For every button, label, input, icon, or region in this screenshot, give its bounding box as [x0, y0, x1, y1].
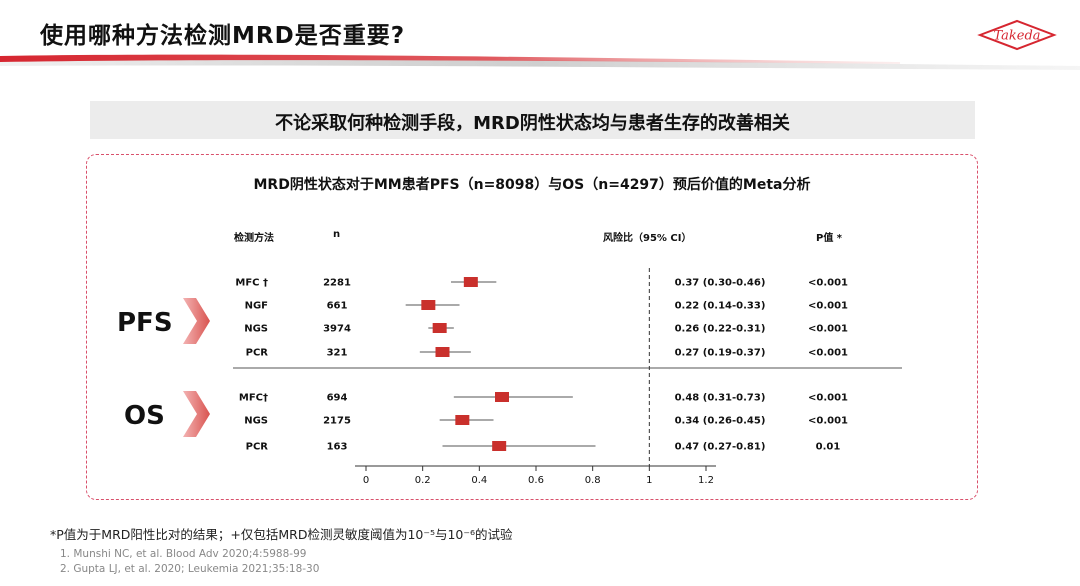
hr-marker [421, 300, 436, 310]
row-hr-text: 0.26 (0.22-0.31) [675, 324, 766, 335]
x-tick-label: 0.6 [528, 475, 544, 486]
forest-plot-panel [86, 154, 978, 500]
x-tick-label: 0 [363, 475, 369, 486]
column-header-n: n [333, 229, 341, 240]
row-p-value: <0.001 [808, 416, 848, 427]
hr-marker [455, 415, 470, 425]
row-p-value: <0.001 [808, 348, 848, 359]
row-hr-text: 0.34 (0.26-0.45) [675, 416, 766, 427]
header-band [0, 54, 1080, 70]
row-p-value: <0.001 [808, 301, 848, 312]
table-row: PCR 321 0.27 (0.19-0.37) <0.001 [246, 347, 848, 359]
row-n-value: 163 [327, 442, 348, 453]
column-header-hr: 风险比（95% CI） [603, 233, 692, 244]
row-n-value: 2281 [323, 278, 351, 289]
x-tick-label: 0.8 [585, 475, 601, 486]
subtitle-banner: 不论采取何种检测手段，MRD阴性状态均与患者生存的改善相关 [90, 101, 975, 139]
row-hr-text: 0.37 (0.30-0.46) [675, 278, 766, 289]
row-hr-text: 0.27 (0.19-0.37) [675, 348, 766, 359]
row-n-value: 3974 [323, 324, 351, 335]
logo-text: Takeda [993, 29, 1040, 44]
reference-2: 2. Gupta LJ, et al. 2020; Leukemia 2021;… [60, 563, 320, 575]
table-row: NGS 2175 0.34 (0.26-0.45) <0.001 [244, 415, 848, 427]
hr-marker [435, 347, 450, 357]
row-p-value: <0.001 [808, 393, 848, 404]
row-p-value: <0.001 [808, 324, 848, 335]
row-method-label: MFC† [239, 393, 268, 404]
row-n-value: 2175 [323, 416, 351, 427]
row-p-value: <0.001 [808, 278, 848, 289]
pfs-arrow-icon [183, 298, 210, 344]
footnote: *P值为于MRD阳性比对的结果；+仅包括MRD检测灵敏度阈值为10⁻⁵与10⁻⁶… [50, 527, 513, 542]
hr-marker [463, 277, 478, 287]
hr-marker [432, 323, 447, 333]
table-row: PCR 163 0.47 (0.27-0.81) 0.01 [246, 441, 841, 453]
row-hr-text: 0.22 (0.14-0.33) [675, 301, 766, 312]
column-header-method: 检测方法 [234, 233, 274, 244]
row-method-label: MFC † [235, 278, 268, 289]
row-hr-text: 0.48 (0.31-0.73) [675, 393, 766, 404]
group-label-pfs: PFS [117, 308, 173, 338]
row-n-value: 694 [327, 393, 348, 404]
table-row: NGF 661 0.22 (0.14-0.33) <0.001 [245, 300, 848, 312]
row-hr-text: 0.47 (0.27-0.81) [675, 442, 766, 453]
row-p-value: 0.01 [816, 442, 841, 453]
hr-marker [495, 392, 509, 402]
hr-marker [492, 441, 507, 451]
column-header-p: P值 * [816, 233, 843, 244]
table-row: MFC † 2281 0.37 (0.30-0.46) <0.001 [235, 277, 848, 289]
row-method-label: PCR [246, 442, 269, 453]
row-n-value: 661 [327, 301, 348, 312]
row-method-label: NGF [245, 301, 268, 312]
slide-title: 使用哪种方法检测MRD是否重要? [40, 23, 406, 49]
reference-1: 1. Munshi NC, et al. Blood Adv 2020;4:59… [60, 548, 307, 560]
x-tick-label: 0.2 [415, 475, 431, 486]
group-label-os: OS [124, 401, 165, 431]
x-tick-label: 0.4 [471, 475, 487, 486]
table-row: NGS 3974 0.26 (0.22-0.31) <0.001 [244, 323, 848, 335]
os-arrow-icon [183, 391, 210, 437]
table-row: MFC† 694 0.48 (0.31-0.73) <0.001 [239, 392, 848, 404]
row-method-label: NGS [244, 324, 268, 335]
x-tick-label: 1.2 [698, 475, 714, 486]
row-n-value: 321 [327, 348, 348, 359]
x-tick-label: 1 [646, 475, 652, 486]
takeda-logo: Takeda [977, 19, 1057, 51]
subtitle: 不论采取何种检测手段，MRD阴性状态均与患者生存的改善相关 [275, 113, 790, 134]
row-method-label: PCR [246, 348, 269, 359]
chart-title: MRD阴性状态对于MM患者PFS（n=8098）与OS（n=4297）预后价值的… [253, 177, 811, 193]
row-method-label: NGS [244, 416, 268, 427]
